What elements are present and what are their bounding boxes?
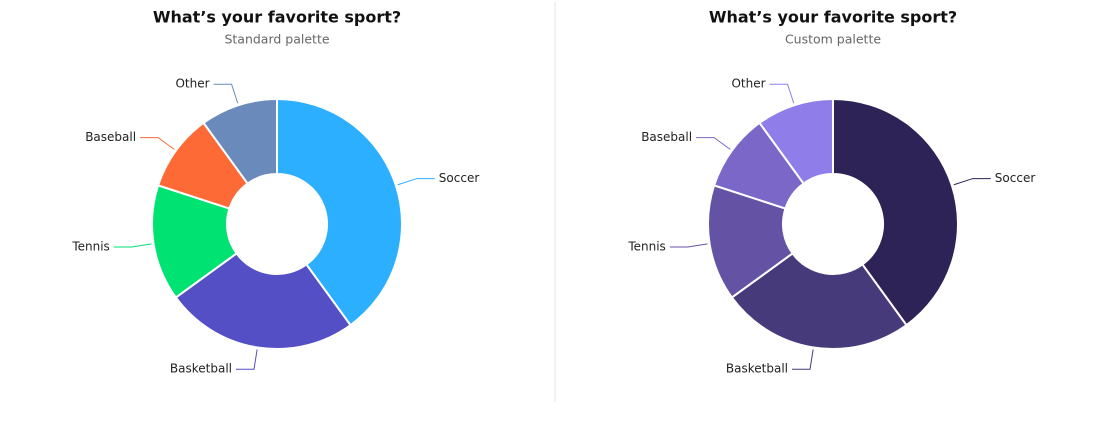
slice [832, 97, 959, 327]
connector [696, 137, 731, 150]
slice [151, 184, 238, 299]
chart-subtitle: Custom palette [785, 32, 881, 47]
slice-label: Soccer [439, 171, 480, 185]
slice-label: Other [731, 77, 765, 91]
connector [953, 178, 991, 186]
slice [730, 251, 908, 350]
slice [707, 184, 794, 299]
slice-label: Tennis [71, 239, 109, 253]
connector [792, 349, 814, 370]
slice [758, 97, 834, 185]
connector [140, 137, 175, 150]
slice-label: Other [175, 77, 209, 91]
chart-title: What’s your favorite sport? [709, 8, 957, 27]
connector [113, 243, 152, 248]
slice-label: Baseball [85, 130, 136, 144]
slice-label: Basketball [726, 362, 788, 376]
slice [276, 97, 403, 327]
slice-label: Basketball [170, 362, 232, 376]
connector [236, 349, 258, 370]
connector [669, 243, 708, 248]
connector [397, 178, 435, 186]
chart-subtitle: Standard palette [224, 32, 329, 47]
slice [202, 97, 278, 185]
slice-label: Tennis [627, 239, 665, 253]
slice [174, 251, 352, 350]
slice-label: Baseball [641, 130, 692, 144]
connector [769, 83, 795, 104]
connector [213, 83, 239, 104]
chart-title: What’s your favorite sport? [153, 8, 401, 27]
slice-label: Soccer [995, 171, 1036, 185]
